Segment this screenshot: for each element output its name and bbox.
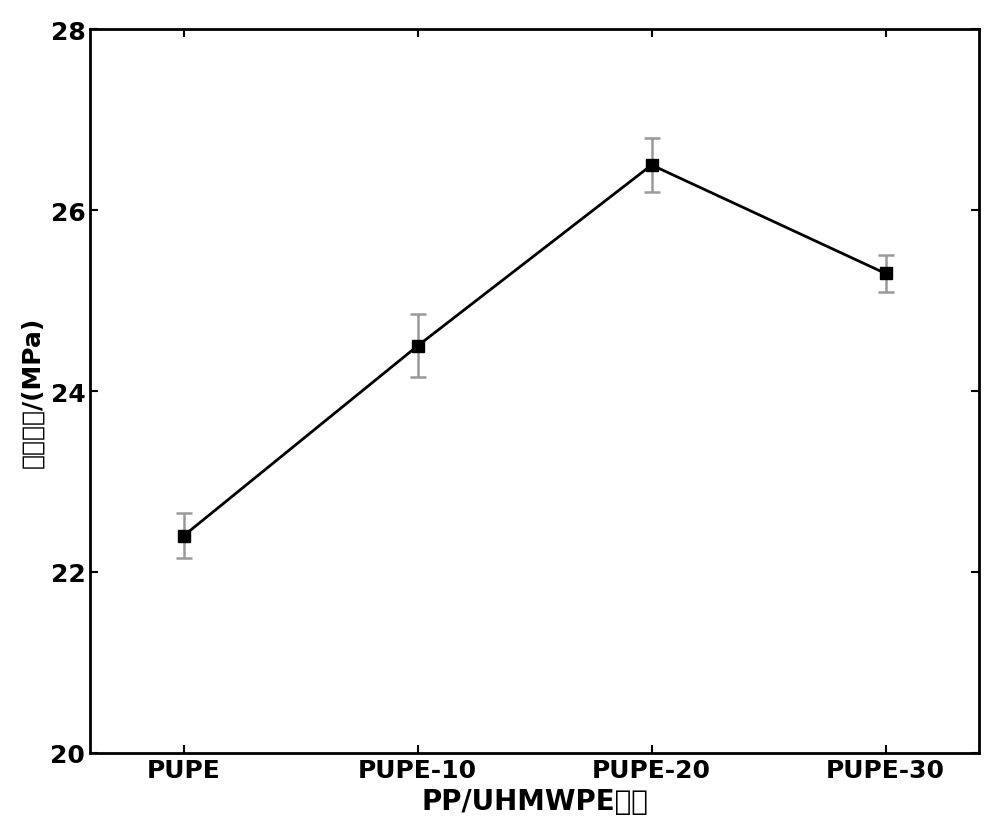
Y-axis label: 拉伸强度/(MPa): 拉伸强度/(MPa) xyxy=(21,316,45,467)
X-axis label: PP/UHMWPE合金: PP/UHMWPE合金 xyxy=(421,788,648,815)
